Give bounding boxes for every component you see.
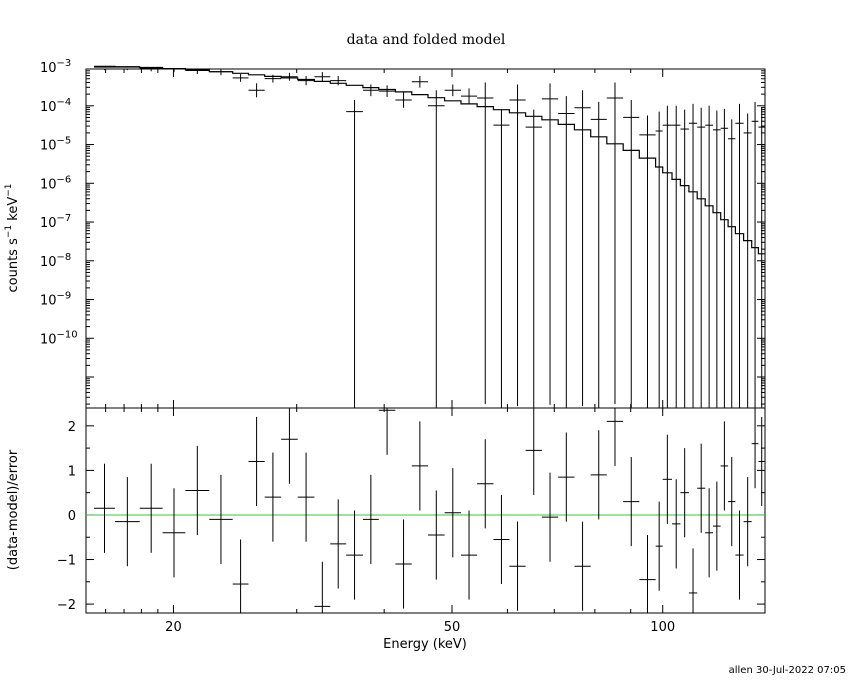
top-ylabel: counts s−1 keV−1: [4, 183, 21, 292]
y-tick-label: 10−5: [40, 136, 71, 154]
credit-text: allen 30-Jul-2022 07:05: [729, 665, 846, 676]
y-tick-label: 10−7: [40, 213, 71, 231]
bottom-panel: −2 −1 0 1 2 20 50 100 (data-model)/error: [6, 407, 766, 635]
residual-points: [94, 408, 765, 613]
y-tick-label: 10−4: [40, 97, 71, 115]
x-tick-label: 100: [650, 620, 675, 635]
y-tick-label: 1: [68, 464, 76, 479]
bottom-y-tick-labels: −2 −1 0 1 2: [57, 420, 76, 613]
y-tick-label: 2: [68, 420, 76, 435]
bottom-axis-ticks: [85, 408, 765, 613]
top-y-tick-labels: 10−3 10−4 10−5 10−6 10−7 10−8 10−9 10−10: [40, 58, 78, 347]
top-axis-ticks: [85, 69, 765, 408]
y-tick-label: −1: [57, 554, 76, 569]
top-panel: 10−3 10−4 10−5 10−6 10−7 10−8 10−9 10−10 counts…: [4, 58, 766, 409]
y-tick-label: 0: [68, 509, 76, 524]
top-frame: [85, 68, 766, 409]
chart-title: data and folded model: [347, 32, 506, 48]
model-step-line: [94, 65, 765, 255]
y-tick-label: 10−8: [40, 252, 71, 270]
y-tick-label: 10−3: [40, 58, 71, 76]
y-tick-label: 10−10: [40, 329, 78, 347]
bottom-frame: [85, 407, 766, 614]
model-curve: [94, 65, 765, 255]
y-tick-label: 10−6: [40, 174, 71, 192]
x-axis-label: Energy (keV): [383, 637, 467, 652]
bottom-ylabel: (data-model)/error: [6, 449, 21, 570]
x-tick-label: 20: [165, 620, 182, 635]
data-points: [94, 66, 765, 408]
x-tick-labels: 20 50 100: [165, 620, 675, 635]
y-tick-label: 10−9: [40, 291, 71, 309]
x-tick-label: 50: [444, 620, 461, 635]
y-tick-label: −2: [57, 598, 76, 613]
